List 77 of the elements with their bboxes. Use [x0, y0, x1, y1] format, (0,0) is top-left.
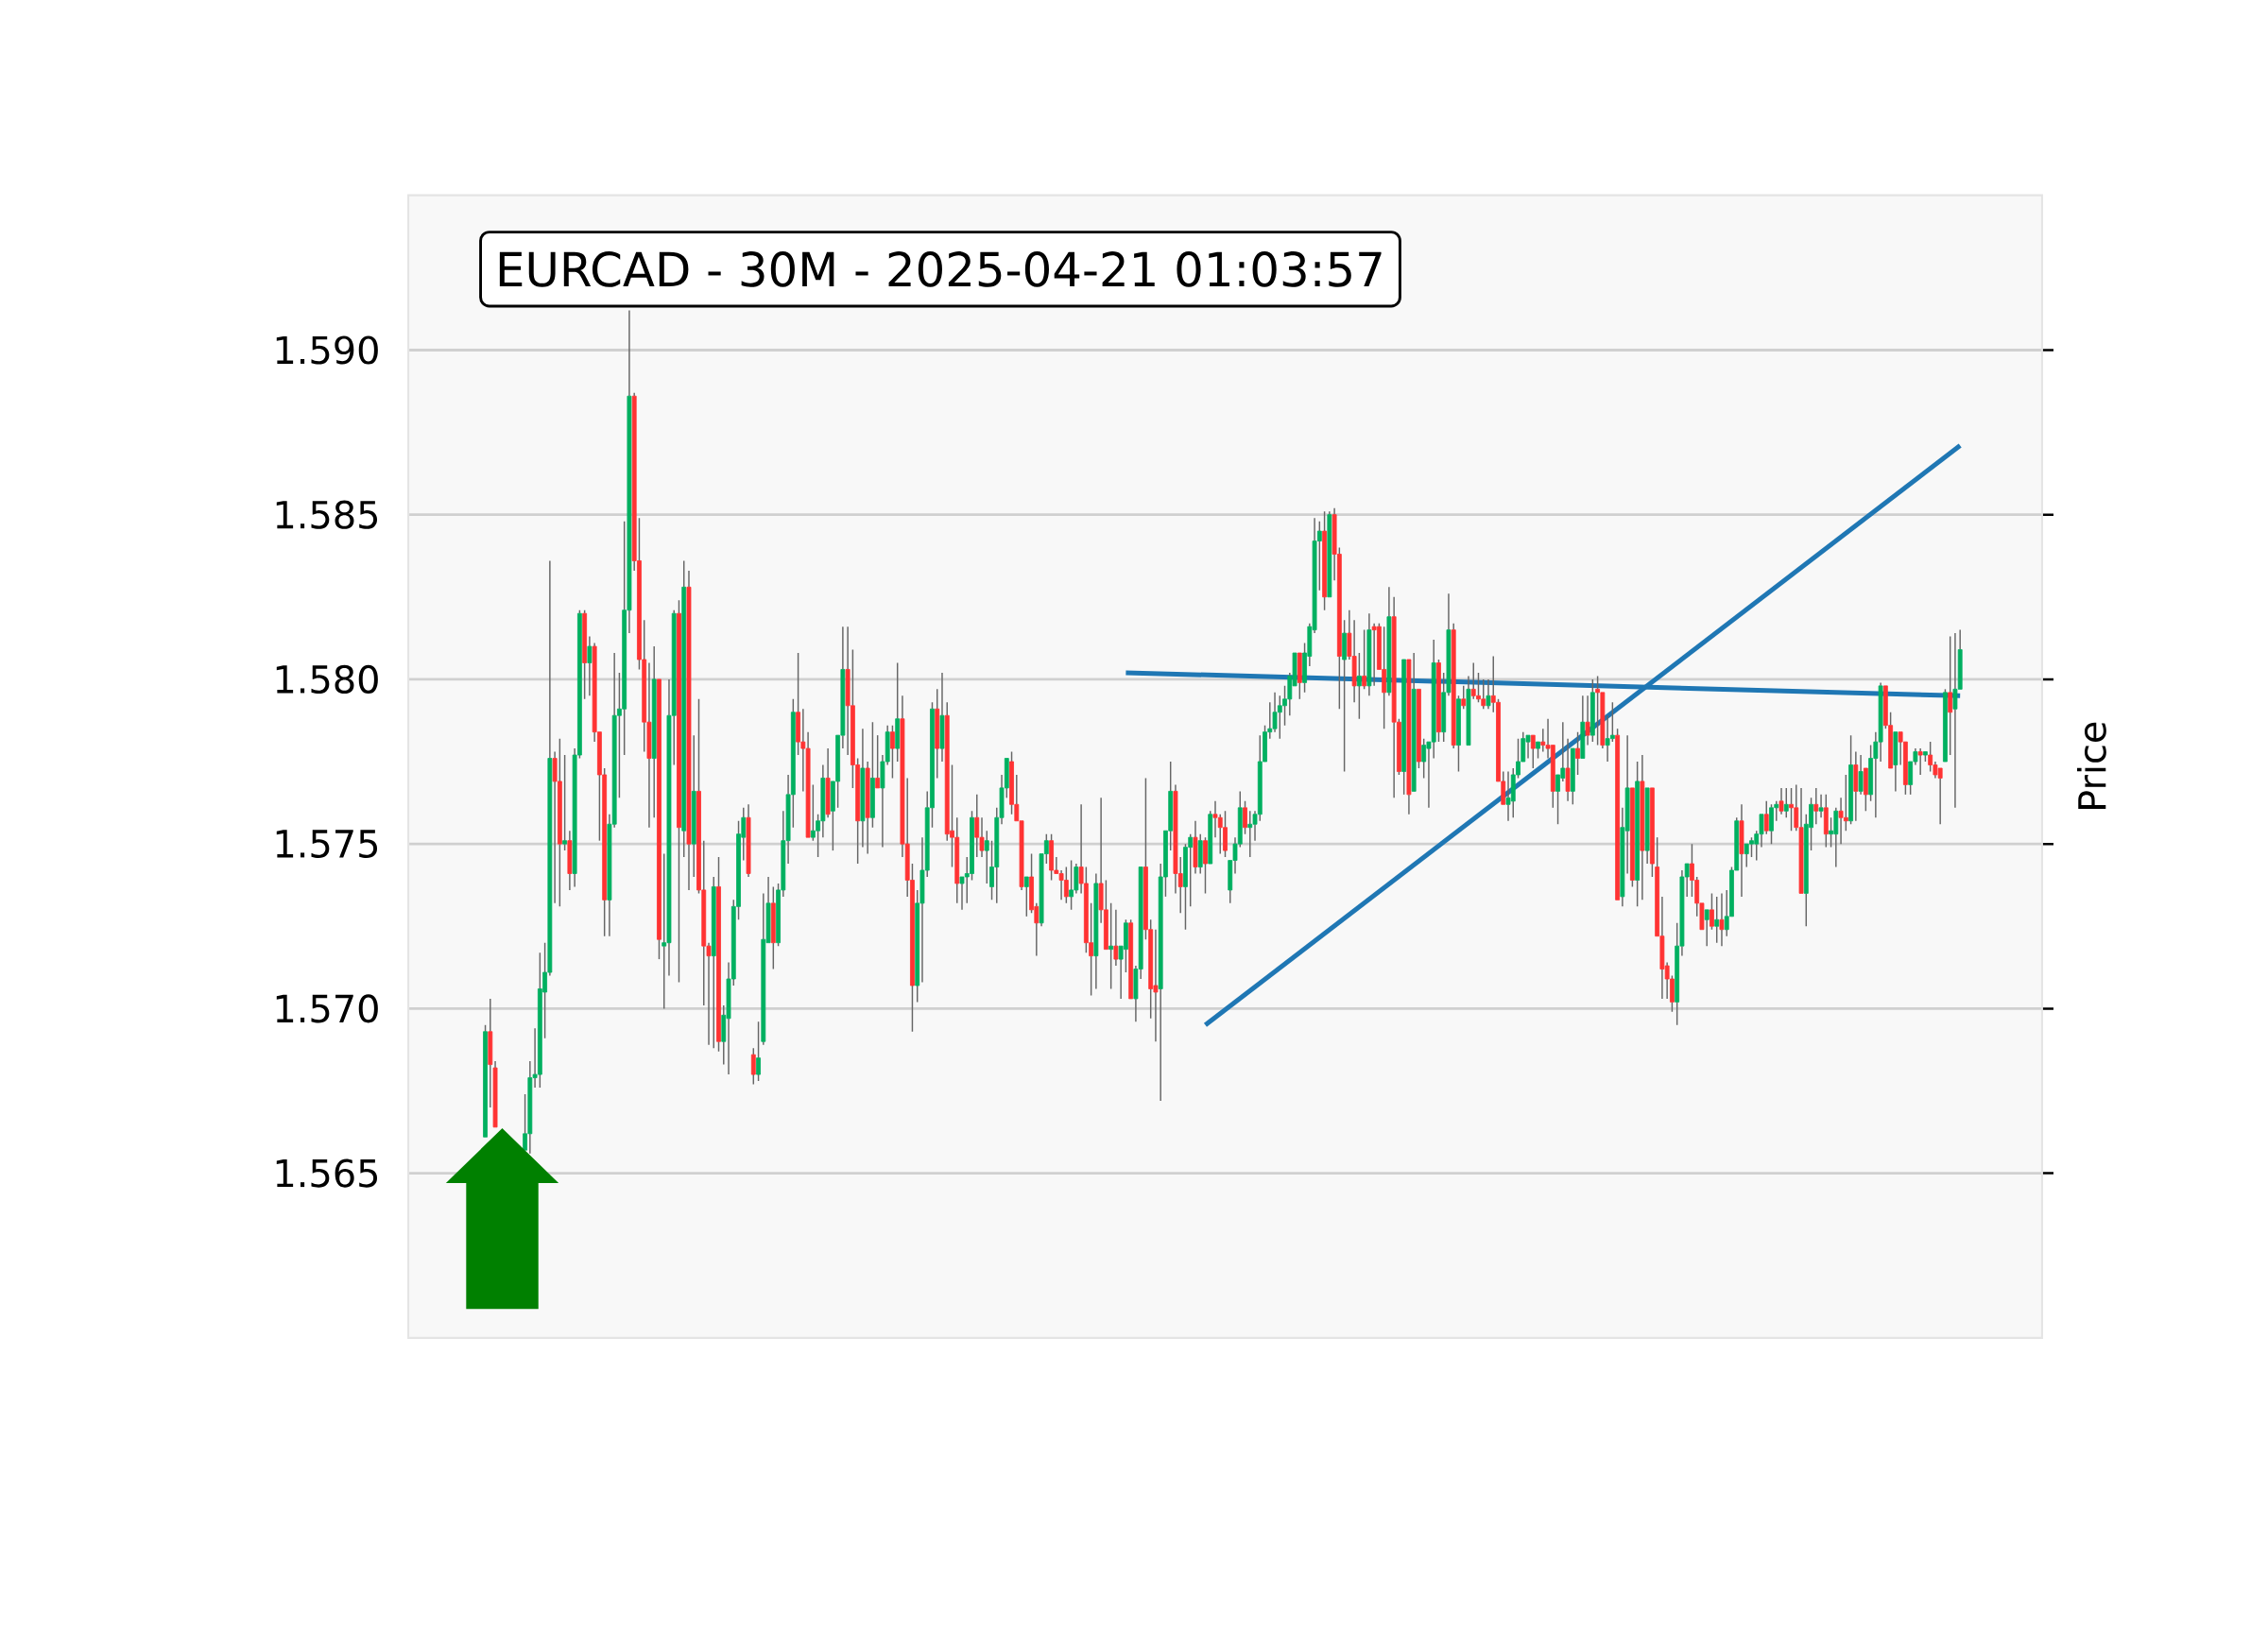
candlestick: [1356, 652, 1362, 720]
candlestick: [1823, 794, 1829, 849]
candlestick: [1023, 876, 1029, 918]
candlestick: [1893, 731, 1899, 793]
candlestick: [1595, 675, 1601, 746]
candlestick: [1366, 612, 1372, 697]
candlestick: [1466, 675, 1471, 746]
candlestick: [865, 761, 870, 855]
candlestick: [756, 1021, 761, 1082]
candlestick: [939, 672, 945, 763]
candlestick: [1386, 586, 1392, 697]
candlestick: [1644, 787, 1650, 865]
candlestick: [1818, 794, 1824, 818]
y-tick-label: 1.575: [276, 830, 378, 858]
candlestick: [1575, 730, 1580, 776]
text: EURCAD - 30M - 2025-04-21 01:03:57: [499, 251, 1382, 287]
candlestick: [1719, 892, 1725, 947]
candlestick: [1113, 909, 1119, 967]
candlestick: [1486, 678, 1491, 710]
candlestick: [1401, 659, 1407, 796]
candlestick: [1813, 787, 1819, 825]
candlestick: [1203, 836, 1208, 895]
candlestick: [567, 830, 573, 891]
candlestick: [1411, 652, 1417, 792]
candlestick: [935, 688, 940, 780]
candlestick: [890, 724, 895, 780]
candlestick: [895, 661, 901, 763]
candlestick: [875, 734, 881, 789]
candlestick: [562, 754, 568, 851]
candlestick: [1640, 754, 1645, 901]
candlestick: [716, 856, 721, 1053]
y-tick-label: 1.580: [276, 664, 378, 694]
candlestick: [825, 747, 831, 818]
candlestick: [1848, 734, 1853, 825]
candlestick: [1704, 909, 1710, 947]
candlestick: [651, 645, 657, 818]
candlestick: [587, 635, 593, 697]
candlestick: [1858, 754, 1864, 796]
candlestick: [1714, 896, 1720, 944]
candlestick: [1123, 918, 1128, 973]
candlestick: [1322, 510, 1328, 611]
candlestick: [870, 721, 875, 829]
y-tick-label: 1.570: [276, 994, 378, 1023]
candlestick: [686, 570, 692, 891]
y-axis-title: Price: [2077, 722, 2106, 809]
candlestick: [657, 678, 662, 960]
candlestick: [1197, 832, 1203, 875]
candlestick: [1342, 619, 1348, 773]
candlestick: [1589, 678, 1595, 743]
candlestick: [1108, 902, 1114, 990]
candlestick: [1917, 747, 1923, 776]
candlestick: [1778, 787, 1784, 815]
candlestick: [1456, 695, 1461, 773]
candlestick: [746, 803, 751, 878]
candlestick: [1530, 734, 1536, 769]
candlestick: [582, 609, 588, 700]
candlestick: [711, 876, 716, 1049]
candlestick: [1193, 820, 1198, 875]
candlestick: [1327, 510, 1332, 598]
candlestick: [677, 599, 681, 984]
candlestick: [984, 830, 989, 884]
candlestick: [1362, 628, 1367, 691]
candlestick: [691, 734, 696, 878]
y-tick-label: 1.590: [276, 335, 378, 365]
y-tick-label: 1.585: [276, 500, 378, 529]
candlestick: [1585, 695, 1590, 746]
y-tick-label: 1.565: [276, 1158, 378, 1188]
candlestick: [1710, 892, 1714, 931]
candlestick: [1451, 622, 1456, 749]
candlestick: [1948, 635, 1953, 756]
candlestick: [1580, 695, 1586, 759]
candlestick: [1635, 761, 1641, 908]
candlestick: [1783, 787, 1789, 818]
candlestick: [681, 559, 687, 858]
candlestick: [1853, 750, 1859, 822]
candlestick: [1739, 803, 1744, 898]
candlestick: [770, 885, 776, 970]
